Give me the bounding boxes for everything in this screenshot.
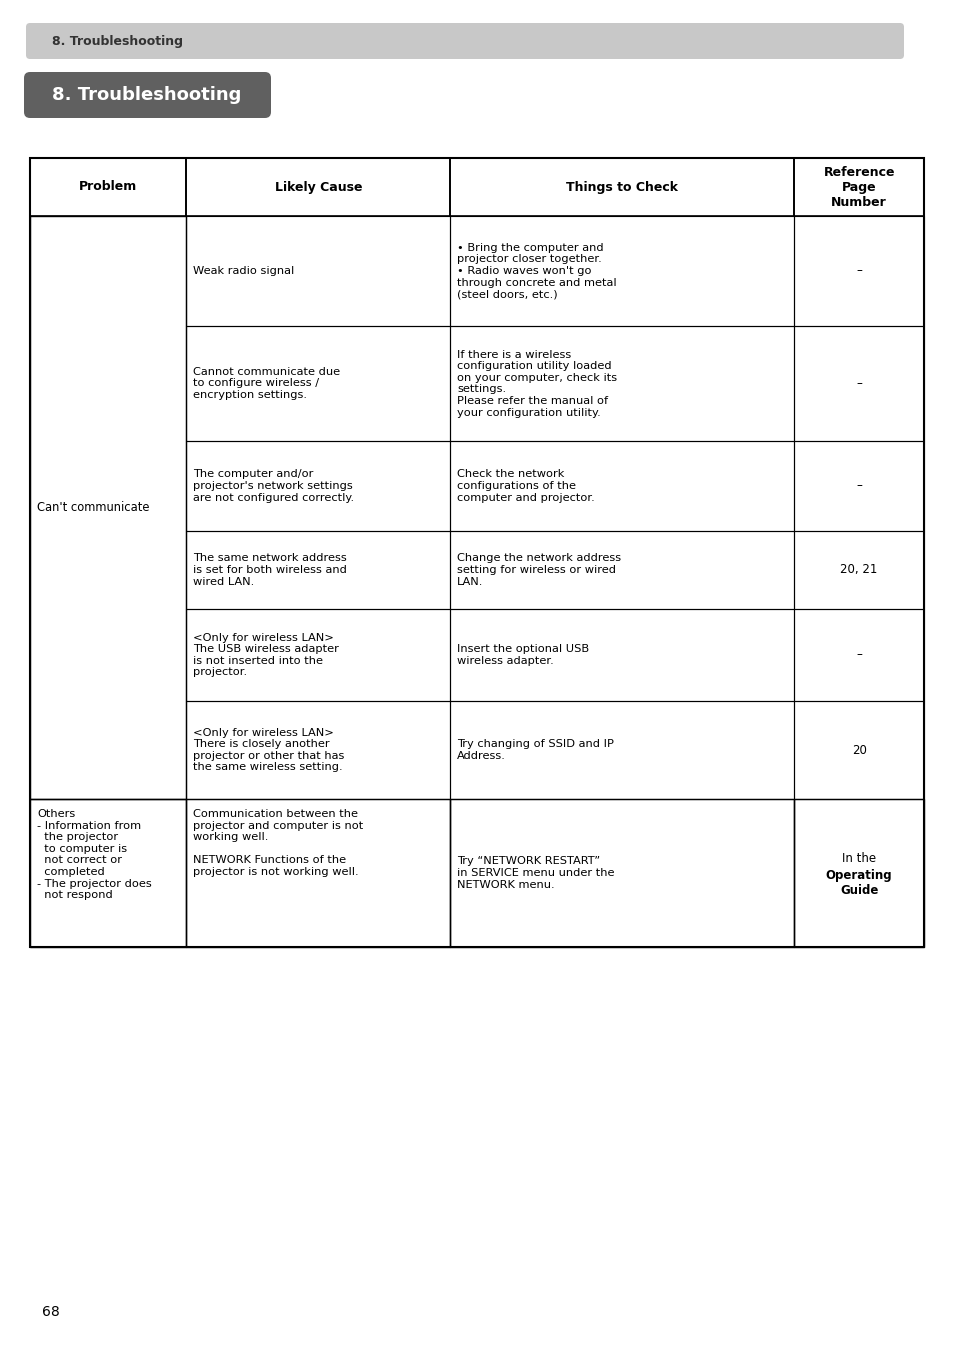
Bar: [30, 158, 923, 946]
Bar: [186, 326, 450, 441]
Text: –: –: [856, 264, 862, 278]
Bar: [794, 701, 923, 799]
Text: 20: 20: [851, 743, 865, 757]
Text: Cannot communicate due
to configure wireless /
encryption settings.: Cannot communicate due to configure wire…: [193, 367, 340, 399]
Text: • Bring the computer and
projector closer together.
• Radio waves won't go
throu: • Bring the computer and projector close…: [456, 242, 617, 299]
Bar: [450, 326, 794, 441]
Bar: [450, 217, 794, 326]
Text: Things to Check: Things to Check: [566, 180, 678, 194]
Text: 8. Troubleshooting: 8. Troubleshooting: [52, 34, 183, 47]
Text: Can't communicate: Can't communicate: [37, 501, 150, 515]
Text: –: –: [856, 376, 862, 390]
Bar: [794, 158, 923, 217]
Text: Check the network
configurations of the
computer and projector.: Check the network configurations of the …: [456, 470, 595, 502]
Bar: [186, 217, 450, 326]
Bar: [186, 799, 450, 946]
Bar: [794, 799, 923, 946]
Text: 8. Troubleshooting: 8. Troubleshooting: [52, 87, 241, 104]
Bar: [30, 799, 186, 946]
Text: Reference
Page
Number: Reference Page Number: [822, 165, 894, 209]
Text: Insert the optional USB
wireless adapter.: Insert the optional USB wireless adapter…: [456, 645, 589, 666]
Bar: [794, 217, 923, 326]
Bar: [794, 609, 923, 701]
Bar: [30, 217, 186, 799]
Bar: [186, 609, 450, 701]
Text: <Only for wireless LAN>
The USB wireless adapter
is not inserted into the
projec: <Only for wireless LAN> The USB wireless…: [193, 632, 339, 677]
Text: Others
- Information from
  the projector
  to computer is
  not correct or
  co: Others - Information from the projector …: [37, 808, 152, 900]
Text: The computer and/or
projector's network settings
are not configured correctly.: The computer and/or projector's network …: [193, 470, 355, 502]
Text: Operating
Guide: Operating Guide: [825, 869, 892, 896]
Bar: [450, 531, 794, 609]
FancyBboxPatch shape: [24, 72, 271, 118]
Text: <Only for wireless LAN>
There is closely another
projector or other that has
the: <Only for wireless LAN> There is closely…: [193, 727, 344, 772]
Text: The same network address
is set for both wireless and
wired LAN.: The same network address is set for both…: [193, 554, 347, 586]
Bar: [450, 158, 794, 217]
Text: Problem: Problem: [79, 180, 137, 194]
Text: –: –: [856, 479, 862, 493]
Bar: [30, 158, 186, 217]
Text: Communication between the
projector and computer is not
working well.

NETWORK F: Communication between the projector and …: [193, 808, 363, 877]
Text: 68: 68: [42, 1305, 60, 1319]
Text: If there is a wireless
configuration utility loaded
on your computer, check its
: If there is a wireless configuration uti…: [456, 349, 617, 417]
Bar: [450, 441, 794, 531]
Bar: [186, 531, 450, 609]
Bar: [794, 441, 923, 531]
Text: 20, 21: 20, 21: [840, 563, 877, 577]
Bar: [186, 441, 450, 531]
Bar: [186, 158, 450, 217]
FancyBboxPatch shape: [26, 23, 903, 60]
Bar: [794, 326, 923, 441]
Bar: [450, 799, 794, 946]
Bar: [450, 609, 794, 701]
Text: Change the network address
setting for wireless or wired
LAN.: Change the network address setting for w…: [456, 554, 620, 586]
Bar: [794, 531, 923, 609]
Text: Try “NETWORK RESTART”
in SERVICE menu under the
NETWORK menu.: Try “NETWORK RESTART” in SERVICE menu un…: [456, 856, 614, 890]
Text: Likely Cause: Likely Cause: [274, 180, 362, 194]
Text: –: –: [856, 649, 862, 662]
Bar: [450, 701, 794, 799]
Text: Try changing of SSID and IP
Address.: Try changing of SSID and IP Address.: [456, 739, 614, 761]
Bar: [186, 701, 450, 799]
Text: In the: In the: [841, 853, 875, 865]
Text: Weak radio signal: Weak radio signal: [193, 265, 294, 276]
